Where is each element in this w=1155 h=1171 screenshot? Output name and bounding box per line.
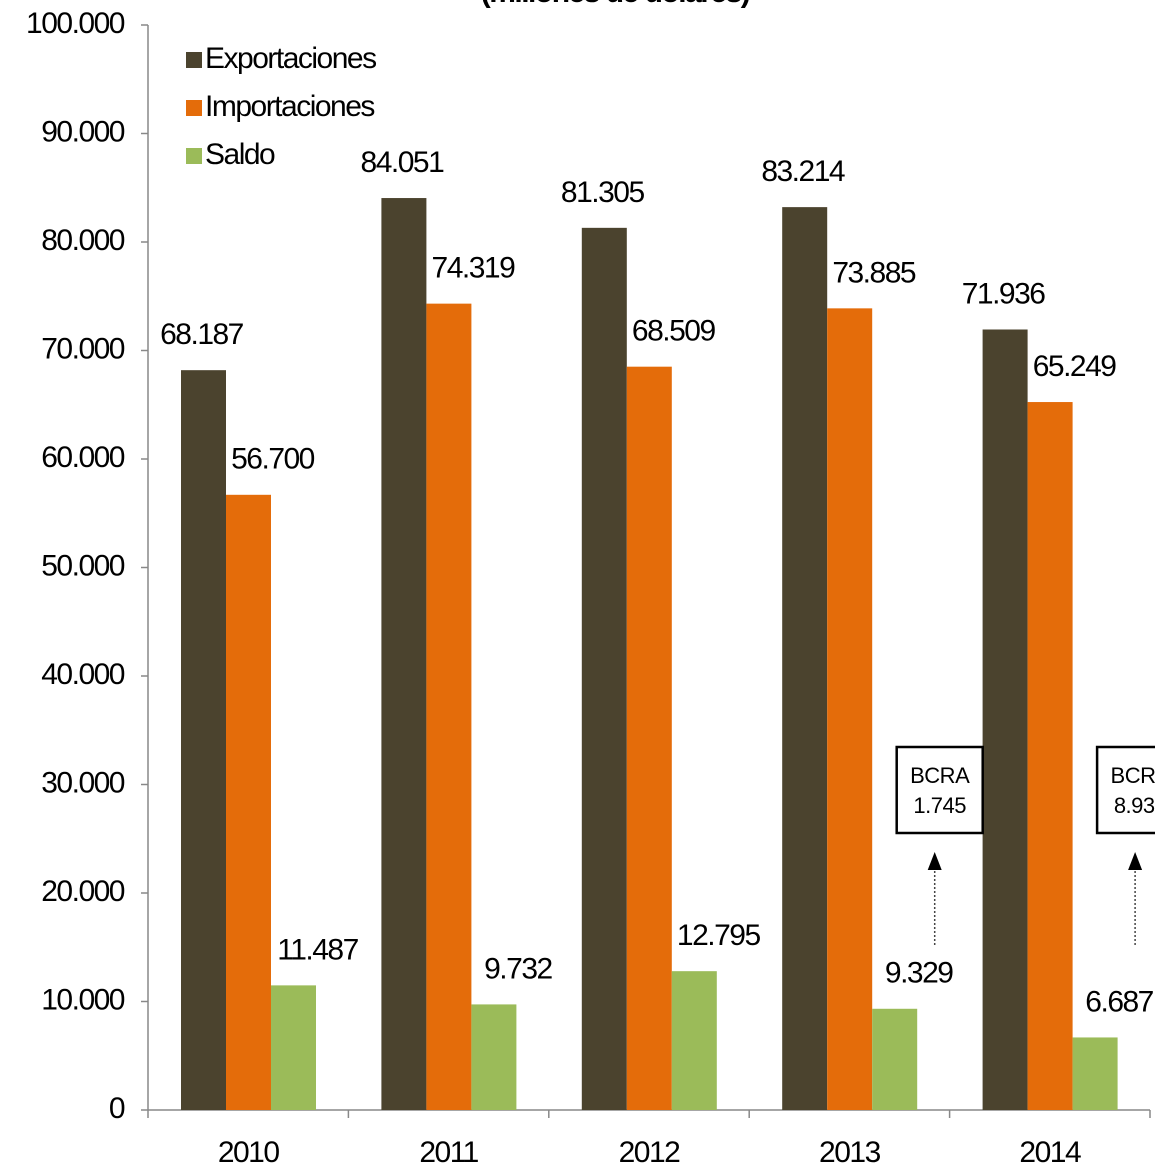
bar (426, 303, 472, 1110)
value-label: 6.687 (1085, 985, 1153, 1018)
y-tick-label: 0 (109, 1092, 125, 1125)
value-label: 9.732 (484, 952, 552, 985)
bar (581, 227, 627, 1110)
value-label: 84.051 (361, 146, 445, 179)
legend-swatch (186, 100, 202, 116)
annotation-text: BCRA (1111, 763, 1155, 788)
y-tick-label: 20.000 (41, 875, 125, 908)
y-tick-label: 90.000 (41, 115, 125, 148)
value-label: 81.305 (561, 176, 645, 209)
annotation-box (1095, 745, 1155, 835)
legend-label: Exportaciones (205, 42, 376, 75)
x-tick-label: 2012 (619, 1136, 681, 1169)
bar (872, 1008, 918, 1110)
bar (181, 370, 226, 1111)
y-tick-label: 100.000 (26, 7, 125, 40)
value-label: 65.249 (1033, 350, 1117, 383)
value-label: 68.509 (632, 315, 716, 348)
legend-label: Importaciones (205, 90, 374, 123)
value-label: 9.329 (885, 957, 953, 990)
legend-label: Saldo (205, 138, 275, 171)
bar (671, 971, 717, 1110)
y-tick-label: 50.000 (41, 549, 125, 582)
value-label: 71.936 (962, 277, 1046, 310)
x-tick-label: 2010 (218, 1136, 280, 1169)
annotation-text: BCRA (910, 763, 970, 788)
bar (827, 308, 873, 1110)
bar (626, 366, 672, 1110)
bar (226, 494, 271, 1110)
annotation-text: 8.935 (1114, 793, 1155, 818)
bar (271, 985, 316, 1110)
value-label: 83.214 (761, 155, 845, 188)
value-label: 11.487 (277, 933, 358, 966)
annotation-arrowhead (927, 852, 942, 870)
value-label: 56.700 (231, 443, 315, 476)
y-tick-label: 10.000 (41, 983, 125, 1016)
x-tick-label: 2011 (419, 1136, 478, 1169)
bar (1072, 1037, 1118, 1110)
legend-swatch (186, 148, 202, 164)
x-tick-label: 2013 (819, 1136, 881, 1169)
annotation-box (895, 745, 984, 835)
y-tick-label: 30.000 (41, 766, 125, 799)
y-tick-label: 70.000 (41, 332, 125, 365)
chart-subtitle: (millones de dólares) (481, 0, 750, 9)
value-label: 68.187 (160, 318, 244, 351)
y-tick-label: 60.000 (41, 441, 125, 474)
bar (782, 207, 828, 1110)
legend-swatch (186, 52, 202, 68)
annotation-text: 1.745 (913, 793, 966, 818)
value-label: 73.885 (832, 256, 916, 289)
annotation: BCRA 1.745 (895, 745, 984, 945)
bar (381, 198, 427, 1111)
annotation-arrowhead (1128, 852, 1143, 870)
y-tick-label: 40.000 (41, 658, 125, 691)
annotation: BCRA 8.935 (1095, 745, 1155, 945)
value-label: 74.319 (432, 252, 516, 285)
x-tick-label: 2014 (1019, 1136, 1081, 1169)
y-tick-label: 80.000 (41, 224, 125, 257)
bar (471, 1004, 517, 1110)
bar (1027, 402, 1073, 1110)
value-label: 12.795 (677, 919, 761, 952)
bar (982, 329, 1028, 1110)
